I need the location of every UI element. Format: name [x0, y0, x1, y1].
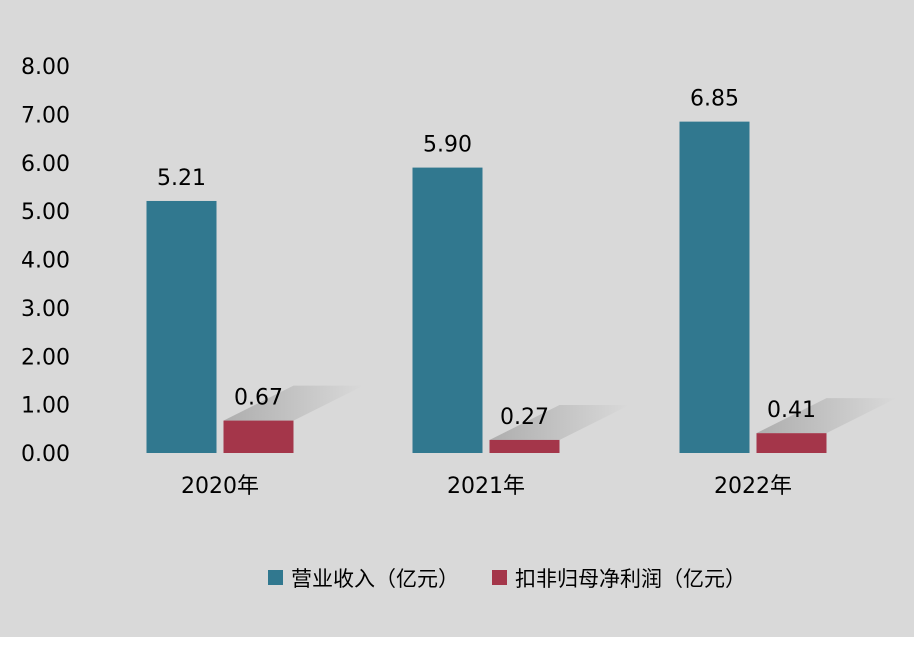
bar-revenue-2022年: [679, 121, 750, 453]
data-label: 6.85: [690, 87, 739, 112]
data-labels-group: 5.21 0.67 5.90 0.27 6.85 0.41: [157, 87, 816, 430]
bar-net-profit-2020年: [223, 420, 294, 453]
y-tick-label: 6.00: [21, 152, 70, 177]
y-tick-label: 2.00: [21, 345, 70, 370]
data-label: 0.41: [767, 398, 816, 423]
y-tick-label: 4.00: [21, 249, 70, 274]
x-axis: 2020年 2021年 2022年: [181, 474, 792, 499]
y-tick-label: 1.00: [21, 394, 70, 419]
x-tick-label: 2022年: [714, 474, 792, 499]
legend-swatch: [492, 570, 507, 585]
bars-group: [146, 121, 827, 453]
bar-net-profit-2021年: [489, 439, 560, 453]
y-tick-label: 3.00: [21, 297, 70, 322]
x-tick-label: 2021年: [447, 474, 525, 499]
y-tick-label: 8.00: [21, 55, 70, 80]
y-tick-label: 0.00: [21, 442, 70, 467]
bar-revenue-2020年: [146, 200, 217, 453]
bar-net-profit-2022年: [756, 433, 827, 453]
data-label: 5.90: [423, 133, 472, 158]
legend-swatch: [268, 570, 283, 585]
y-tick-label: 5.00: [21, 200, 70, 225]
bar-shadow: [489, 404, 630, 440]
y-axis: 0.00 1.00 2.00 3.00 4.00 5.00 6.00 7.00 8.00: [21, 55, 70, 467]
legend: 营业收入（亿元） 扣非归母净利润（亿元）: [268, 567, 746, 591]
x-tick-label: 2020年: [181, 474, 259, 499]
data-label: 5.21: [157, 166, 206, 191]
bar-shadow: [756, 398, 897, 434]
data-label: 0.27: [500, 405, 549, 430]
bar-shadow: [223, 385, 364, 421]
legend-entry: 扣非归母净利润（亿元）: [515, 567, 746, 591]
data-label: 0.67: [234, 386, 283, 411]
bar-shadows: [223, 385, 897, 440]
y-tick-label: 7.00: [21, 103, 70, 128]
bar-revenue-2021年: [412, 167, 483, 453]
legend-entry: 营业收入（亿元）: [291, 567, 459, 591]
